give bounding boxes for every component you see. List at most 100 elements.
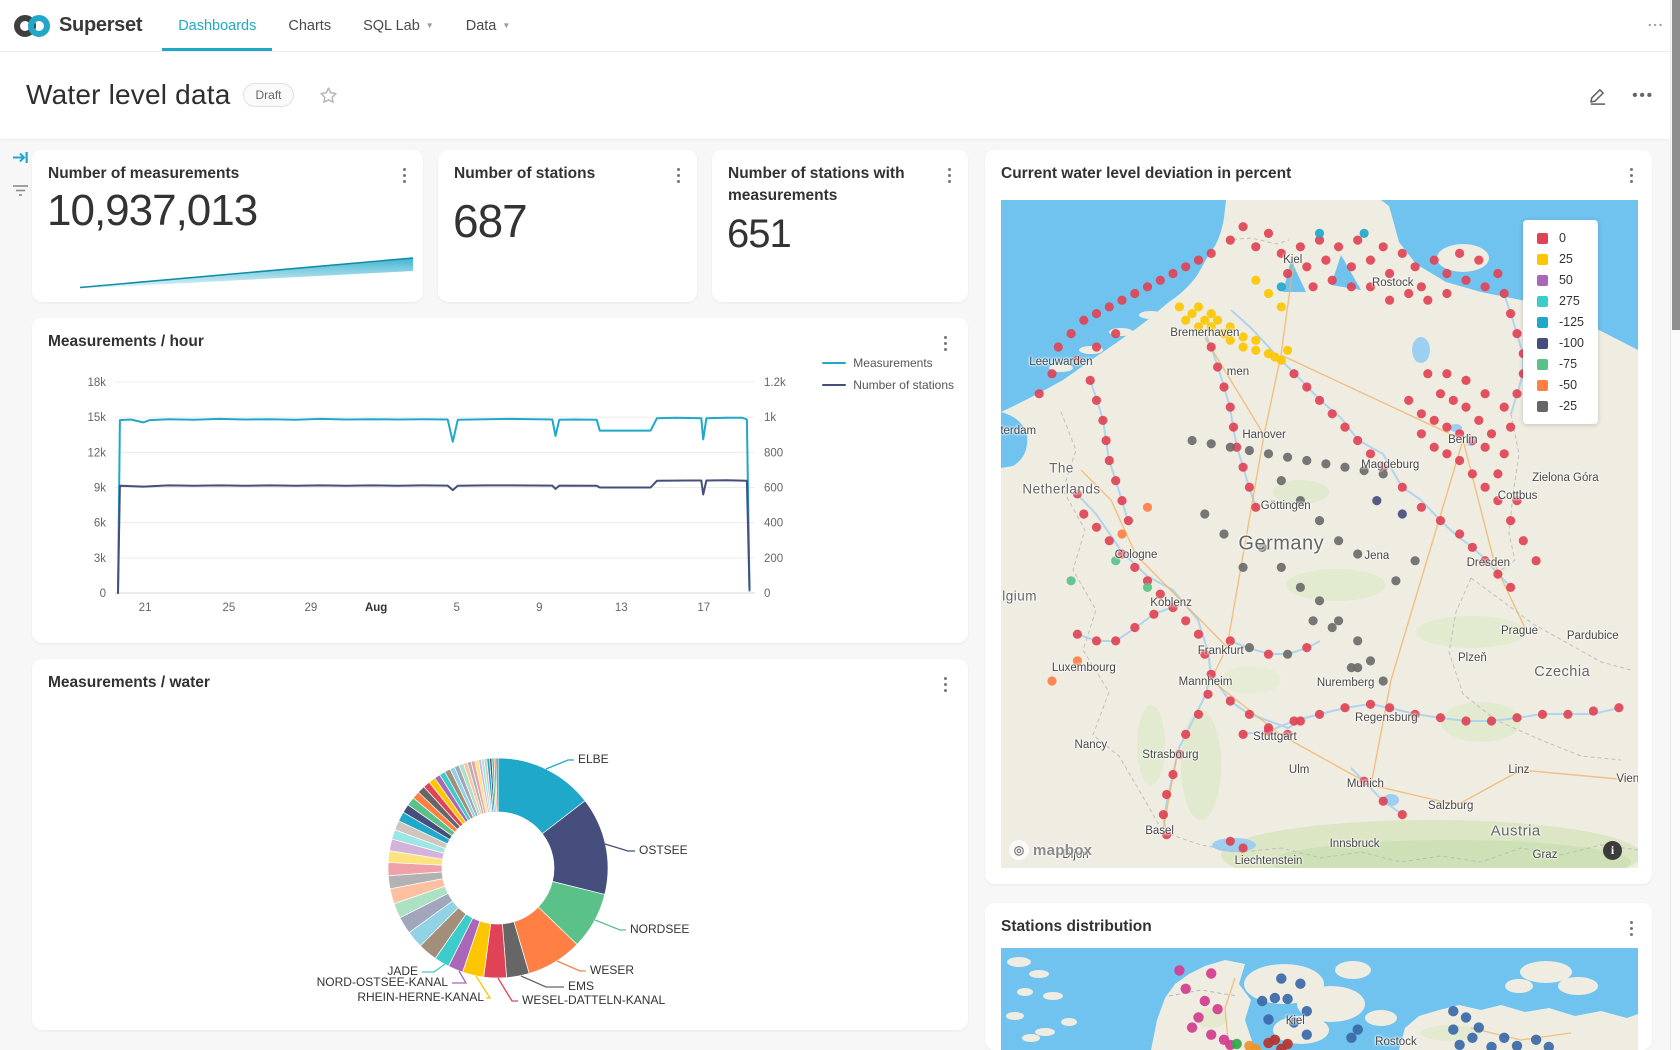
station-dot [1282, 993, 1293, 1005]
map-legend-item--25[interactable]: -25 [1536, 399, 1584, 413]
station-dot [1104, 302, 1114, 312]
donut-chart [387, 757, 635, 1002]
map-legend-item--100[interactable]: -100 [1536, 336, 1584, 350]
station-dot [1066, 329, 1076, 339]
nav-item-label: Dashboards [178, 17, 257, 34]
legend-swatch [1536, 337, 1548, 349]
station-dot [1442, 449, 1452, 459]
station-dot [1168, 602, 1178, 613]
station-dot [1225, 836, 1235, 846]
stations-map-canvas[interactable]: Kiel Rostock [1001, 948, 1638, 1050]
legend-label: Measurements [853, 356, 933, 370]
station-dot [1512, 329, 1522, 339]
donut-label-rhein-herne-kanal: RHEIN-HERNE-KANAL [357, 990, 484, 1004]
station-dot [1289, 369, 1299, 379]
navbar-overflow-button[interactable]: ... [1647, 13, 1664, 29]
header-more-button[interactable]: ••• [1632, 86, 1654, 104]
station-dot [1365, 699, 1376, 709]
station-dot [1225, 235, 1235, 245]
legend-label: -50 [1558, 378, 1578, 392]
line-series-number-of-stations [117, 479, 751, 594]
station-dot [1480, 389, 1490, 399]
station-dot [1104, 536, 1114, 546]
kebab-menu-icon[interactable] [1627, 918, 1636, 939]
station-dot [1353, 549, 1363, 559]
map-legend-item--75[interactable]: -75 [1536, 357, 1584, 371]
page-scrollbar[interactable] [1670, 0, 1680, 1050]
legend-item-number-of-stations[interactable]: Number of stations [822, 378, 954, 392]
station-dot [1467, 1032, 1478, 1043]
donut-label-wesel-datteln-kanal: WESEL-DATTELN-KANAL [522, 993, 666, 1007]
station-dot [1289, 716, 1299, 726]
kebab-menu-icon[interactable] [1627, 165, 1636, 186]
chevron-down-icon: ▼ [502, 21, 511, 30]
expand-filter-bar-icon[interactable] [12, 150, 34, 170]
filter-icon[interactable] [12, 184, 34, 203]
nav-item-label: Charts [288, 17, 332, 34]
station-dot [1111, 329, 1121, 339]
station-dot [1486, 1041, 1497, 1050]
kebab-menu-icon[interactable] [674, 165, 683, 186]
station-dot [1480, 282, 1490, 292]
nav-item-data[interactable]: Data ▼ [450, 0, 527, 51]
donut-label-jade: JADE [387, 964, 418, 978]
station-dot [1263, 726, 1274, 736]
station-dot [1117, 529, 1127, 539]
scrollbar-thumb[interactable] [1672, 0, 1680, 330]
nav-item-dashboards[interactable]: Dashboards [162, 0, 273, 51]
station-dot [1385, 703, 1395, 713]
map-info-button[interactable]: i [1603, 841, 1622, 860]
station-dot [1359, 465, 1369, 476]
kebab-menu-icon[interactable] [400, 165, 409, 186]
station-dot [1193, 255, 1204, 265]
nav-item-sql-lab[interactable]: SQL Lab ▼ [347, 0, 450, 51]
map-legend-item--125[interactable]: -125 [1536, 315, 1584, 329]
station-dot [1435, 389, 1446, 399]
station-dot [1072, 656, 1082, 666]
station-dot [1238, 729, 1248, 740]
chart-legend: Measurements Number of stations [822, 356, 954, 392]
map-legend-item-0[interactable]: 0 [1536, 231, 1584, 245]
station-dot [1181, 616, 1191, 626]
legend-swatch [1536, 358, 1548, 370]
nav-item-charts[interactable]: Charts [272, 0, 347, 51]
station-dot [1480, 556, 1490, 566]
station-dot [1314, 516, 1325, 526]
station-dot [1091, 309, 1102, 319]
station-dot [1353, 235, 1363, 245]
station-dot [1193, 709, 1204, 719]
svg-text:21: 21 [139, 602, 152, 614]
svg-text:1k: 1k [764, 412, 776, 424]
station-dot [1111, 636, 1121, 646]
station-dot [1410, 709, 1420, 719]
station-dot [1079, 315, 1089, 325]
kebab-menu-icon[interactable] [941, 674, 950, 695]
kebab-menu-icon[interactable] [941, 333, 950, 354]
map-legend-item-50[interactable]: 50 [1536, 273, 1584, 287]
station-dot [1276, 1043, 1287, 1050]
station-dot [1448, 1006, 1459, 1017]
edit-pencil-icon[interactable] [1587, 85, 1608, 106]
station-dot [1302, 382, 1312, 392]
dashboard-header: Water level data Draft ••• [0, 51, 1680, 139]
map-legend-item--50[interactable]: -50 [1536, 378, 1584, 392]
donut-slice[interactable] [495, 757, 499, 813]
card-title: Number of measurements [48, 165, 240, 182]
map-legend-item-275[interactable]: 275 [1536, 294, 1584, 308]
map-legend-item-25[interactable]: 25 [1536, 252, 1584, 266]
legend-item-measurements[interactable]: Measurements [822, 356, 954, 370]
station-dot [1614, 703, 1624, 713]
mapbox-logo[interactable]: ◎ mapbox [1009, 840, 1092, 860]
station-dot [1187, 309, 1197, 319]
station-dot [1091, 342, 1102, 352]
station-dot [1130, 288, 1140, 299]
superset-logo[interactable]: Superset [0, 14, 162, 37]
deviation-map-canvas[interactable]: KielRostockBremerhavenmenLeeuwardenmster… [1001, 200, 1638, 868]
kebab-menu-icon[interactable] [945, 165, 954, 186]
favorite-star-icon[interactable] [318, 85, 339, 106]
station-dot [1117, 295, 1127, 305]
card-title: Number of stations [454, 165, 596, 182]
station-dot [1314, 596, 1325, 606]
station-dot [1225, 636, 1235, 646]
station-dot [1346, 663, 1356, 673]
